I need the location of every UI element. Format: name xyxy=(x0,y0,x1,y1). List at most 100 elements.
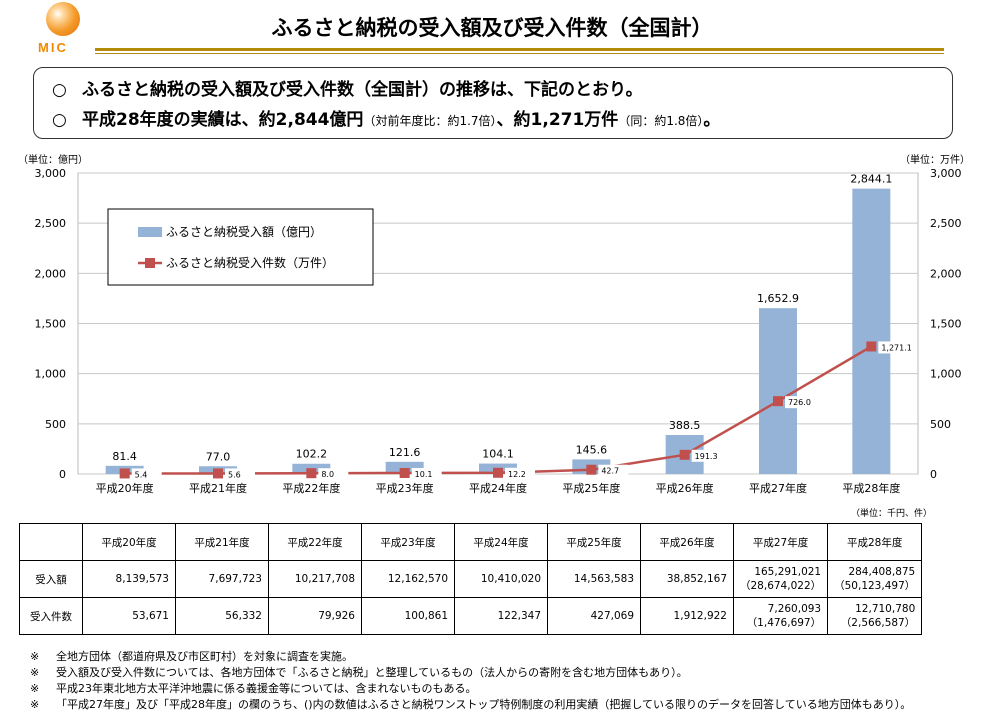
cell-value: 14,563,583 xyxy=(573,573,634,585)
x-tick-label: 平成28年度 xyxy=(842,481,900,495)
data-table: 平成20年度 平成21年度 平成22年度 平成23年度 平成24年度 平成25年度 平成26… xyxy=(19,523,923,635)
summary-text-2d: （同：約1.8倍） xyxy=(618,114,704,128)
y2-tick-label: 0 xyxy=(930,468,937,481)
table-cell: 38,852,167 xyxy=(640,560,734,598)
table-cell: 122,347 xyxy=(454,597,548,635)
x-tick-label: 平成23年度 xyxy=(376,481,434,495)
summary-text-2b: （対前年度比：約1.7倍） xyxy=(363,114,497,128)
note-mark: ※ xyxy=(30,650,40,663)
table-header-cell: 平成24年度 xyxy=(454,523,548,561)
bar-value-label: 2,844.1 xyxy=(850,173,892,186)
cell-value: 100,861 xyxy=(404,610,448,622)
x-tick-label: 平成21年度 xyxy=(189,481,247,495)
cell-value: 38,852,167 xyxy=(666,573,727,585)
bar-value-label: 145.6 xyxy=(576,443,608,456)
line-label-bg xyxy=(878,341,909,354)
table-cell: 56,332 xyxy=(175,597,269,635)
summary-box: ○ ふるさと納税の受入額及び受入件数（全国計）の推移は、下記のとおり。 ○ 平成28… xyxy=(33,67,953,139)
table-header-cell: 平成28年度 xyxy=(827,523,923,561)
y2-tick-label: 1,500 xyxy=(930,318,962,331)
legend xyxy=(107,208,374,286)
table-cell: 12,710,780 （2,566,587） xyxy=(827,597,923,635)
cell-value: 10,410,020 xyxy=(480,573,541,585)
table-header-cell: 平成26年度 xyxy=(640,523,734,561)
x-tick-label: 平成27年度 xyxy=(749,481,807,495)
note-mark: ※ xyxy=(30,682,40,695)
table-cell: 79,926 xyxy=(268,597,362,635)
line-label-bg xyxy=(131,468,162,481)
y-tick-label: 2,500 xyxy=(35,217,67,230)
row-label: 受入額 xyxy=(19,560,83,598)
summary-text-2c: 、約1,271万件 xyxy=(496,110,619,130)
line-value-label: 42.7 xyxy=(601,467,619,476)
cell-subvalue: （2,566,587） xyxy=(840,616,916,629)
legend-line-marker xyxy=(145,258,155,268)
summary-text-2a: 平成28年度の実績は、約2,844億円 xyxy=(82,110,364,130)
bullet-icon: ○ xyxy=(52,110,67,130)
x-tick-label: 平成24年度 xyxy=(469,481,527,495)
table-cell: 7,697,723 xyxy=(175,560,269,598)
table-cell: 100,861 xyxy=(361,597,455,635)
table-header-cell: 平成27年度 xyxy=(732,523,829,561)
line-point xyxy=(119,468,130,479)
x-tick-label: 平成22年度 xyxy=(282,481,340,495)
line-label-bg xyxy=(598,464,629,477)
line-point xyxy=(773,396,783,407)
table-header-cell: 平成21年度 xyxy=(175,523,269,561)
bar-value-label: 81.4 xyxy=(112,450,137,463)
cell-value: 12,710,780 xyxy=(855,602,916,615)
note-mark: ※ xyxy=(30,698,40,711)
title-divider-thin xyxy=(95,53,944,54)
bar-value-label: 102.2 xyxy=(296,448,328,461)
note-text: 受入額及び受入件数については、各地方団体で「ふるさと納税」と整理しているもの（法… xyxy=(56,666,688,679)
line-label-bg xyxy=(691,449,722,462)
note-item: ※ 受入額及び受入件数については、各地方団体で「ふるさと納税」と整理しているもの（… xyxy=(30,665,911,681)
table-header-row: 平成20年度 平成21年度 平成22年度 平成23年度 平成24年度 平成25年度 平成26… xyxy=(19,523,923,561)
line-point xyxy=(399,467,410,478)
summary-text-2e: 。 xyxy=(703,110,721,130)
y-tick-label: 2,000 xyxy=(35,267,67,280)
bar-value-label: 104.1 xyxy=(482,448,514,461)
table-header-cell: 平成20年度 xyxy=(82,523,176,561)
logo-text: MIC xyxy=(38,40,68,55)
table-cell: 7,260,093 （1,476,697） xyxy=(732,597,829,635)
line-label-bg xyxy=(411,467,442,480)
bar-value-label: 77.0 xyxy=(206,450,231,463)
note-item: ※ 全地方団体（都道府県及び市区町村）を対象に調査を実施。 xyxy=(30,649,911,665)
y2-tick-label: 3,000 xyxy=(930,167,962,180)
y-axis-unit-label: （単位：億円） xyxy=(18,155,88,166)
note-text: 全地方団体（都道府県及び市区町村）を対象に調査を実施。 xyxy=(56,650,353,663)
y2-tick-label: 1,000 xyxy=(930,368,962,381)
bullet-icon: ○ xyxy=(52,80,67,100)
legend-bar-swatch xyxy=(138,227,162,237)
table-cell: 53,671 xyxy=(82,597,176,635)
y2-tick-label: 500 xyxy=(930,418,951,431)
line-value-label: 12.2 xyxy=(508,470,526,479)
line-value-label: 1,271.1 xyxy=(881,343,912,352)
summary-line-1: ○ ふるさと納税の受入額及び受入件数（全国計）の推移は、下記のとおり。 xyxy=(52,75,952,105)
chart: 0 0 500 500 1,000 1,000 1,500 1,500 2,000 2,000 2,… xyxy=(35,167,962,495)
line-label-bg xyxy=(225,468,255,481)
notes: ※ 全地方団体（都道府県及び市区町村）を対象に調査を実施。 ※ 受入額及び受入件数に… xyxy=(30,649,911,713)
y-tick-label: 3,000 xyxy=(35,167,67,180)
cell-value: 7,260,093 xyxy=(767,602,822,615)
line-value-label: 10.1 xyxy=(415,470,433,479)
line-point xyxy=(586,464,597,475)
line-value-label: 8.0 xyxy=(321,470,334,479)
line-point xyxy=(493,467,503,478)
cell-value: 53,671 xyxy=(132,610,169,622)
line-label-bg xyxy=(505,467,535,480)
note-text: 「平成27年度」及び「平成28年度」の欄のうち、()内の数値はふるさと納税ワンス… xyxy=(56,698,912,711)
table-cell: 14,563,583 xyxy=(547,560,641,598)
line-point xyxy=(306,468,317,479)
table-header-cell: 平成22年度 xyxy=(268,523,362,561)
line-point xyxy=(866,341,877,352)
summary-line-2: ○ 平成28年度の実績は、約2,844億円（対前年度比：約1.7倍）、約1,271… xyxy=(52,105,952,135)
note-mark: ※ xyxy=(30,666,40,679)
y2-tick-label: 2,000 xyxy=(930,267,962,280)
summary-text-1: ふるさと納税の受入額及び受入件数（全国計）の推移は、下記のとおり。 xyxy=(82,80,643,100)
line-value-label: 191.3 xyxy=(695,452,718,461)
x-tick-label: 平成26年度 xyxy=(656,481,714,495)
cell-value: 284,408,875 xyxy=(848,565,916,578)
note-item: ※ 平成23年東北地方太平洋沖地震に係る義援金等については、含まれないものもある。 xyxy=(30,681,911,697)
